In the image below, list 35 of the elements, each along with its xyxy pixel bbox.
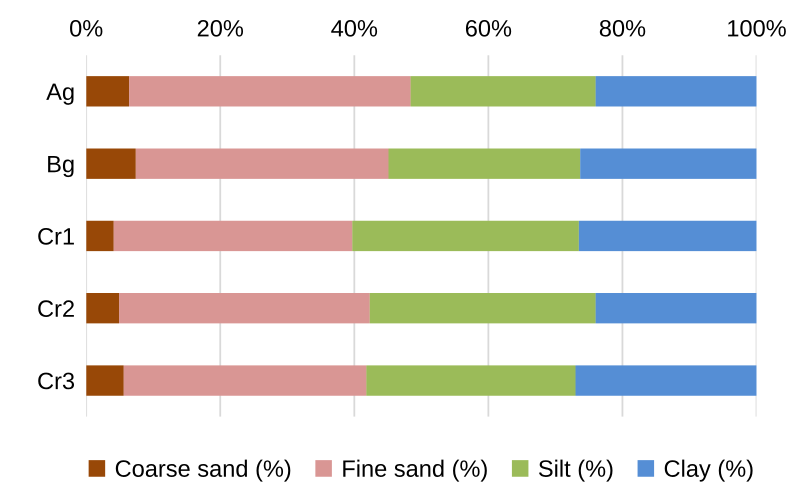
y-tick-label: Cr3 bbox=[38, 372, 74, 390]
bar bbox=[366, 365, 576, 396]
bar bbox=[129, 76, 411, 107]
x-tick-label: 0% bbox=[70, 20, 102, 37]
bar bbox=[124, 365, 366, 396]
y-tick-label: Bg bbox=[48, 156, 74, 178]
bar bbox=[596, 76, 757, 107]
x-tick-label: 40% bbox=[331, 20, 378, 37]
bar bbox=[114, 220, 352, 252]
y-tick-label: Cr1 bbox=[38, 228, 74, 245]
bar bbox=[410, 76, 596, 107]
bar bbox=[352, 220, 579, 252]
bar bbox=[86, 148, 136, 179]
bar bbox=[596, 293, 757, 324]
bar bbox=[388, 148, 580, 179]
y-tick-label: Cr2 bbox=[38, 300, 74, 318]
bar bbox=[86, 365, 124, 396]
x-tick-label: 20% bbox=[198, 20, 244, 37]
bar bbox=[86, 220, 114, 252]
legend-label: Clay (%) bbox=[664, 460, 753, 482]
legend-label: Fine sand (%) bbox=[343, 460, 487, 482]
x-tick-label: 60% bbox=[466, 20, 512, 37]
bar bbox=[86, 293, 120, 324]
bar bbox=[580, 148, 757, 179]
legend-label: Silt (%) bbox=[538, 460, 612, 482]
bar bbox=[86, 76, 130, 107]
x-tick-label: 100% bbox=[728, 20, 786, 37]
y-tick-label: Ag bbox=[46, 84, 74, 105]
bar bbox=[578, 220, 757, 252]
x-tick-label: 80% bbox=[600, 20, 646, 37]
bar bbox=[370, 293, 596, 324]
bar bbox=[576, 365, 757, 396]
bar bbox=[136, 148, 388, 179]
legend-label: Coarse sand (%) bbox=[116, 460, 290, 482]
bar bbox=[119, 293, 370, 324]
